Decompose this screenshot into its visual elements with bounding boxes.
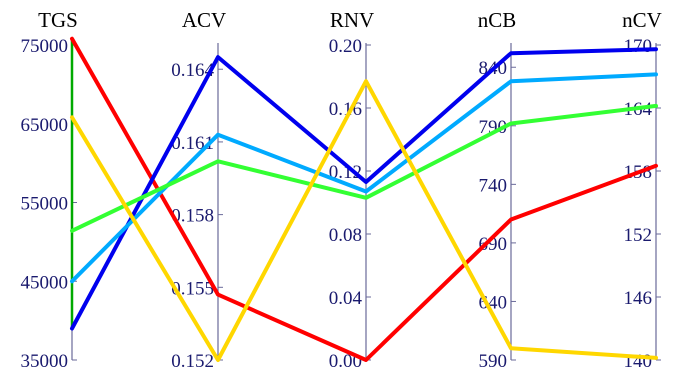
tick-label: 45000 [21, 272, 69, 293]
tick-label: 0.04 [329, 288, 363, 309]
series-line-2 [70, 47, 658, 331]
tick-label: 0.158 [171, 206, 214, 227]
tick-label: 740 [479, 175, 508, 196]
tick-label: 0.155 [171, 278, 214, 299]
series-line-5 [70, 79, 658, 362]
tick-label: 146 [624, 288, 653, 309]
tick-label: 590 [479, 351, 508, 372]
tick-label: 0.08 [329, 225, 362, 246]
tick-label: 690 [479, 234, 508, 255]
tick-label: 0.20 [329, 36, 362, 57]
axis-title-tgs: TGS [38, 8, 78, 32]
tick-label: 75000 [21, 36, 69, 57]
axis-title-ncv: nCV [622, 8, 662, 32]
tick-label: 0.164 [171, 60, 214, 81]
axis-title-acv: ACV [182, 8, 226, 32]
tick-label: 0.152 [171, 351, 214, 372]
axis-title-ncb: nCB [478, 8, 517, 32]
tick-label: 0.12 [329, 162, 362, 183]
tick-label: 65000 [21, 115, 69, 136]
tick-label: 790 [479, 117, 508, 138]
tick-label: 55000 [21, 194, 69, 215]
axis-title-rnv: RNV [330, 8, 374, 32]
series-line-4 [70, 103, 658, 233]
tick-label: 170 [624, 36, 653, 57]
series-line-1 [70, 36, 658, 362]
tick-label: 152 [624, 225, 653, 246]
tick-label: 35000 [21, 351, 69, 372]
